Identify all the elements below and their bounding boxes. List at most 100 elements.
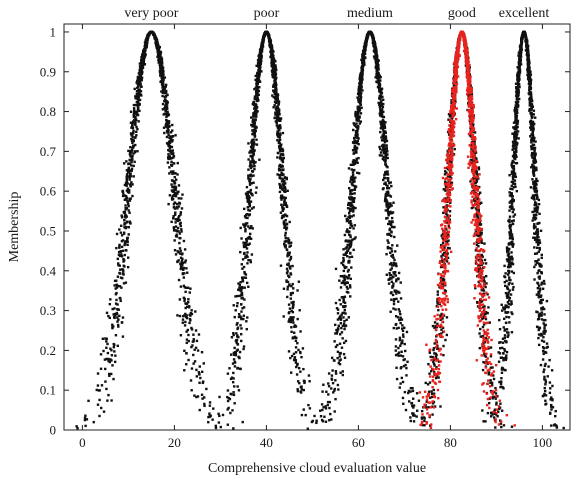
cloud-drop [185,314,188,317]
cloud-drop [190,328,194,331]
cloud-drop [255,103,258,107]
cloud-drop [398,386,401,389]
cloud-drop [192,353,195,357]
cloud-drop [247,177,250,180]
cloud-drop [446,200,449,203]
cloud-drop [192,338,195,341]
cloud-drop [108,302,112,306]
cloud-drop [343,301,347,304]
cloud-drop [139,85,143,88]
cloud-drop [347,268,350,272]
cloud-drop [230,336,234,339]
cloud-drop [135,110,138,114]
cloud-drop [143,52,147,56]
cloud-drop [146,36,149,40]
cloud-drop [247,200,251,203]
cloud-drop [196,349,200,352]
cloud-drop [177,190,180,193]
cloud-drop [357,119,360,122]
cloud-drop [428,381,432,384]
cloud-drop [236,334,239,337]
cloud-drop [258,48,262,52]
cloud-drop [358,122,362,125]
cloud-drop [170,198,174,201]
cloud-drop [144,49,147,52]
cloud-drop [170,189,174,192]
cloud-drop [395,292,398,295]
cloud-drop [129,121,133,124]
cloud-drop [251,129,254,132]
cloud-drop [434,376,438,380]
cloud-drop [394,250,397,253]
cloud-drop [359,120,363,123]
cloud-drop [126,187,130,190]
cloud-drop [361,65,365,68]
cloud-drop [203,396,206,399]
cloud-drop [229,353,233,356]
cloud-drop [170,170,174,174]
cloud-drop [161,62,164,65]
cloud-drop [382,151,386,154]
cloud-drop [251,170,255,173]
cloud-drop [189,379,193,382]
cloud-drop [350,224,354,228]
cloud-drop [356,141,359,144]
cloud-drop [395,264,398,268]
cloud-drop [384,197,387,201]
cloud-drop [138,69,141,73]
cloud-drop [139,65,142,68]
cloud-drop [469,158,473,162]
cloud-drop [181,321,184,324]
cloud-drop [125,173,129,176]
cloud-drop [436,302,439,305]
cloud-drop [374,58,378,61]
cloud-drop [108,360,112,364]
cloud-drop [190,312,194,316]
cloud-drop [395,377,399,381]
cloud-drop [232,333,235,337]
cloud-drop [348,202,351,206]
cloud-drop [353,144,357,148]
cloud-drop [118,246,121,249]
cloud-drop [234,353,238,357]
cloud-drop [349,234,352,237]
cloud-drop [423,419,426,423]
cloud-drop [449,113,452,116]
cloud-drop [353,168,356,172]
cloud-drop [380,95,384,98]
cloud-drop [330,418,333,421]
cloud-drop [165,105,169,108]
cloud-drop [399,318,402,321]
cloud-drop [172,229,176,232]
cloud-drop [125,181,129,184]
cloud-drop [278,174,282,177]
cloud-drop [472,123,475,126]
cloud-drop [170,160,173,164]
cloud-drop [179,264,183,267]
cloud-drop [237,315,241,319]
cloud-drop [359,86,362,89]
cloud-drop [285,248,289,251]
cloud-drop [251,144,254,147]
cloud-drop [172,226,176,229]
cloud-drop [183,299,186,303]
cloud-drop [432,400,436,404]
cloud-drop [381,144,384,148]
cloud-drop [280,171,283,175]
cloud-drop [282,222,286,225]
cloud-drop [380,136,383,139]
cloud-drop [114,302,118,305]
cloud-drop [484,317,488,321]
cloud-drop [173,182,176,185]
cloud-drop [361,62,365,65]
cloud-drop [394,308,397,311]
cloud-drop [399,382,402,385]
cloud-drop [185,302,189,305]
cloud-drop [121,249,125,253]
cloud-drop [202,362,205,365]
cloud-drop [245,238,248,241]
cloud-drop [339,371,342,374]
cloud-drop [125,220,129,223]
cloud-drop [120,239,124,243]
cloud-drop [397,271,401,275]
